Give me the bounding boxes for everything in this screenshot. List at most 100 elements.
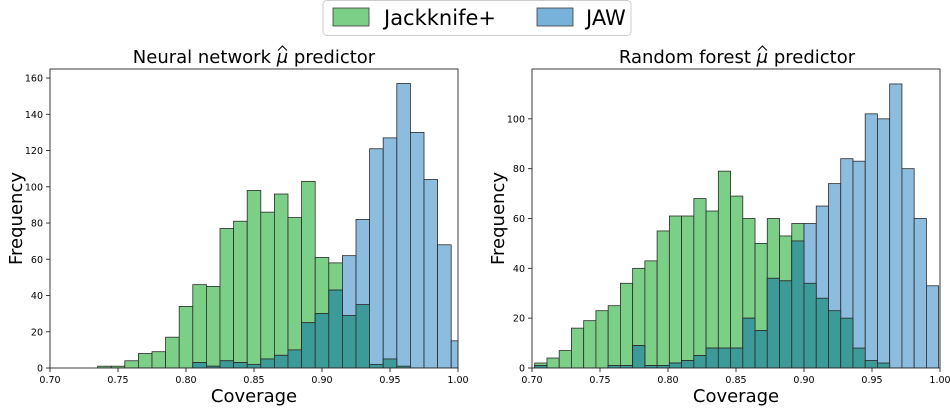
bar-overlap <box>219 360 235 368</box>
bar-jackknife <box>583 320 597 368</box>
bar-jaw <box>450 340 458 368</box>
bar-overlap <box>260 358 275 368</box>
y-tick-label: 120 <box>25 146 43 157</box>
bar-jackknife <box>730 195 744 368</box>
bar-overlap <box>314 313 330 368</box>
y-tick-label: 60 <box>513 214 525 225</box>
bar-jackknife <box>595 310 609 368</box>
x-tick-label: 0.90 <box>793 375 814 386</box>
legend-swatch-jackknife <box>332 7 370 27</box>
bar-overlap <box>730 347 744 368</box>
bar-overlap <box>301 322 316 368</box>
bar-jaw <box>901 168 915 368</box>
chart-title-rf: Random forest μ predictor <box>619 47 856 68</box>
bar-jackknife <box>681 215 695 368</box>
bar-overlap <box>233 362 248 368</box>
bar-overlap <box>877 362 891 368</box>
y-tick-label: 0 <box>519 364 525 375</box>
bar-jackknife <box>571 327 585 368</box>
y-tick-label: 20 <box>513 314 525 325</box>
bar-jackknife <box>192 284 207 368</box>
legend-label-jaw: JAW <box>584 6 626 30</box>
y-tick-label: 0 <box>37 364 43 375</box>
bar-overlap <box>852 347 866 368</box>
y-tick-label: 60 <box>31 255 43 266</box>
x-axis-label-nn: Coverage <box>211 386 297 407</box>
bar-jackknife <box>137 353 153 368</box>
bar-overlap <box>369 363 384 368</box>
bar-jackknife <box>620 282 634 368</box>
bar-jackknife <box>693 198 707 368</box>
bar-overlap <box>328 289 343 368</box>
bar-overlap <box>828 310 842 368</box>
bar-jaw <box>396 83 411 368</box>
bar-jaw <box>409 132 425 368</box>
y-tick-label: 20 <box>31 327 43 338</box>
x-axis-label-rf: Coverage <box>693 386 779 407</box>
bar-overlap <box>287 349 303 368</box>
bar-overlap <box>815 297 829 368</box>
bar-jackknife <box>246 190 262 368</box>
panel-neural-network: Neural network μ predictor 0.70 0.75 0.80 0… <box>6 45 469 407</box>
ticks-rf: 0.70 0.75 0.80 0.85 0.90 0.95 1.00 0 20 40 60 80 100 <box>507 114 950 386</box>
x-tick-label: 0.75 <box>107 375 128 386</box>
hat-accent <box>757 45 768 51</box>
bar-overlap <box>864 360 878 368</box>
bar-jaw <box>437 244 452 368</box>
x-tick-label: 0.85 <box>725 375 746 386</box>
x-tick-label: 0.95 <box>379 375 400 386</box>
y-tick-label: 80 <box>513 164 525 175</box>
bar-jaw <box>423 179 438 368</box>
bar-jackknife <box>668 215 682 368</box>
bar-jackknife <box>124 360 139 368</box>
panel-random-forest: Random forest μ predictor 0.70 0.75 0.80 0.… <box>488 45 950 407</box>
y-tick-label: 160 <box>25 74 43 85</box>
bar-jaw <box>369 148 384 368</box>
bar-jackknife <box>273 193 289 368</box>
x-tick-label: 0.70 <box>39 375 60 386</box>
bar-jaw <box>864 113 878 368</box>
bar-overlap <box>192 362 207 368</box>
x-tick-label: 0.80 <box>175 375 196 386</box>
bar-jaw <box>913 218 927 368</box>
x-tick-label: 0.95 <box>861 375 882 386</box>
chart-title-nn: Neural network μ predictor <box>133 47 376 68</box>
y-tick-label: 40 <box>31 291 43 302</box>
bar-jaw <box>382 137 398 368</box>
bar-overlap <box>668 362 682 368</box>
bar-overlap <box>766 277 780 368</box>
mu-hat-symbol-nn: μ <box>276 47 288 68</box>
bar-overlap <box>681 360 695 368</box>
bar-overlap <box>382 358 398 368</box>
bar-overlap <box>754 330 768 368</box>
bar-jackknife <box>656 230 670 368</box>
y-tick-label: 100 <box>25 182 43 193</box>
bar-jaw <box>889 83 903 368</box>
bar-jaw <box>877 118 891 368</box>
bar-jackknife <box>233 220 248 368</box>
bar-overlap <box>803 282 817 368</box>
bar-overlap <box>246 363 262 368</box>
x-tick-label: 0.90 <box>311 375 332 386</box>
bar-jackknife <box>558 350 572 368</box>
bar-jackknife <box>287 217 303 368</box>
y-axis-label-rf: Frequency <box>488 172 509 265</box>
bar-jackknife <box>644 260 658 368</box>
bars-rf <box>534 83 940 368</box>
bar-jackknife <box>607 305 621 368</box>
bar-overlap <box>779 280 793 368</box>
bar-jaw <box>926 285 940 368</box>
x-tick-label: 1.00 <box>447 375 468 386</box>
bar-overlap <box>840 317 854 368</box>
bar-jackknife <box>165 336 180 368</box>
y-tick-label: 140 <box>25 110 43 121</box>
bar-overlap <box>717 347 731 368</box>
ticks-nn: 0.70 0.75 0.80 0.85 0.90 0.95 1.00 0 20 40 60 80 100… <box>25 74 469 386</box>
bar-overlap <box>693 355 707 368</box>
bar-jackknife <box>151 351 167 368</box>
bar-overlap <box>742 317 756 368</box>
bar-overlap <box>341 315 357 368</box>
bar-jackknife <box>219 228 235 368</box>
y-tick-label: 100 <box>507 114 525 125</box>
